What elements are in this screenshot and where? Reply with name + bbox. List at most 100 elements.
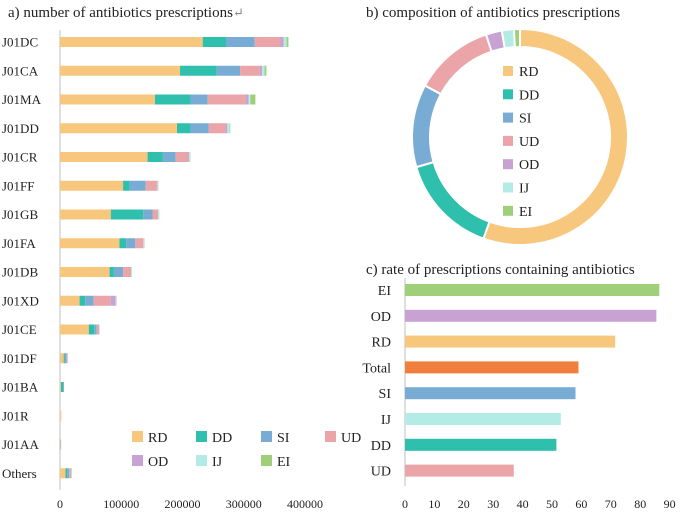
bar-j01cr-ud bbox=[175, 152, 189, 162]
bar-j01ce-dd bbox=[88, 324, 95, 335]
panel-a-x-tick: 200000 bbox=[165, 497, 201, 511]
bar-j01db-ij bbox=[131, 267, 132, 277]
bar-j01dd-od bbox=[225, 123, 228, 134]
panel-b: b) composition of antibiotics prescripti… bbox=[366, 5, 629, 246]
bar-j01fa-rd bbox=[60, 238, 120, 249]
donut-legend-swatch-si bbox=[503, 112, 513, 123]
panel-a-legend: RD DD SI UD OD IJ EI bbox=[132, 431, 361, 470]
panel-b-legend: RD DD SI UD OD IJ EI bbox=[503, 65, 539, 220]
bar-j01dd-rd bbox=[60, 123, 177, 134]
category-label-j01cr: J01CR bbox=[2, 150, 38, 165]
rate-category-label-total: Total bbox=[362, 361, 391, 376]
bar-j01ba-si bbox=[63, 382, 64, 392]
panel-c-title: c) rate of prescriptions containing anti… bbox=[366, 262, 635, 278]
legend-swatch-ij bbox=[196, 455, 207, 466]
bar-j01xd-si bbox=[85, 295, 94, 306]
legend-swatch-rd bbox=[132, 431, 143, 442]
panel-a-title-mark: ↵ bbox=[233, 5, 244, 20]
bar-j01ma-ud bbox=[207, 94, 246, 105]
bar-j01fa-dd bbox=[119, 238, 127, 249]
bar-j01dc-rd bbox=[60, 37, 203, 47]
donut-legend-label-ij: IJ bbox=[519, 182, 530, 197]
bar-j01db-dd bbox=[109, 267, 114, 277]
bar-j01dc-ud bbox=[254, 37, 281, 47]
donut-legend-label-si: SI bbox=[519, 112, 532, 127]
legend-label-od: OD bbox=[148, 455, 168, 470]
category-label-j01ff: J01FF bbox=[2, 178, 35, 193]
panel-c-x-tick: 50 bbox=[546, 497, 558, 511]
bar-j01gb-ud bbox=[152, 209, 158, 220]
bar-j01ff-si bbox=[129, 180, 146, 191]
panel-a-title: a) number of antibiotics prescriptions↵ bbox=[8, 5, 244, 21]
panel-c-x-tick: 10 bbox=[428, 497, 440, 511]
panel-a-x-tick: 100000 bbox=[103, 497, 139, 511]
rate-bar-od bbox=[405, 309, 657, 322]
rate-category-label-ei: EI bbox=[378, 284, 392, 299]
bar-j01ca-ud bbox=[240, 65, 260, 76]
bar-others-od bbox=[70, 468, 72, 479]
bar-j01gb-od bbox=[157, 209, 158, 220]
donut-legend-swatch-rd bbox=[503, 66, 513, 76]
bar-j01dc-dd bbox=[202, 37, 226, 47]
bar-j01gb-si bbox=[143, 209, 153, 220]
legend-swatch-od bbox=[132, 455, 143, 466]
bar-others-rd bbox=[60, 468, 66, 479]
panel-c-x-tick: 40 bbox=[517, 497, 529, 511]
bar-j01ce-rd bbox=[60, 324, 89, 335]
bar-j01df-rd bbox=[60, 353, 64, 364]
legend-swatch-ud bbox=[325, 431, 336, 442]
bar-j01ce-ud bbox=[96, 324, 100, 335]
bar-j01ca-ei bbox=[264, 65, 267, 76]
donut-legend-swatch-ei bbox=[503, 205, 513, 216]
bar-j01cr-rd bbox=[60, 152, 148, 162]
bar-j01ma-rd bbox=[60, 94, 155, 105]
donut-legend-label-dd: DD bbox=[519, 88, 539, 103]
bar-j01fa-ij bbox=[143, 238, 145, 249]
bar-j01dc-od bbox=[280, 37, 284, 47]
bar-j01gb-dd bbox=[110, 209, 144, 220]
donut-legend-swatch-od bbox=[503, 159, 513, 170]
legend-swatch-ei bbox=[261, 455, 272, 466]
bar-j01db-rd bbox=[60, 267, 110, 277]
category-label-others: Others bbox=[2, 466, 37, 481]
bar-j01xd-ij bbox=[115, 295, 117, 306]
bar-j01fa-ud bbox=[135, 238, 144, 249]
category-label-j01ca: J01CA bbox=[2, 63, 39, 78]
bar-j01ba-dd bbox=[60, 382, 64, 392]
bar-j01dd-si bbox=[190, 123, 209, 134]
panel-a: a) number of antibiotics prescriptions↵ … bbox=[2, 5, 361, 511]
category-label-j01ba: J01BA bbox=[2, 380, 39, 395]
panel-c-x-tick: 60 bbox=[575, 497, 587, 511]
rate-category-label-si: SI bbox=[379, 387, 392, 402]
donut-legend-label-rd: RD bbox=[519, 65, 538, 80]
bar-others-dd bbox=[65, 468, 68, 479]
category-label-j01xd: J01XD bbox=[2, 293, 39, 308]
legend-swatch-si bbox=[261, 431, 272, 442]
donut-slice-si bbox=[411, 84, 443, 169]
bar-j01ca-ij bbox=[262, 65, 265, 76]
category-label-j01ma: J01MA bbox=[2, 92, 42, 107]
rate-bar-total bbox=[405, 361, 579, 374]
bar-j01dd-dd bbox=[176, 123, 191, 134]
donut-legend-swatch-ij bbox=[503, 182, 513, 193]
legend-label-rd: RD bbox=[148, 431, 167, 446]
category-label-j01db: J01DB bbox=[2, 265, 38, 280]
donut-slice-dd bbox=[415, 160, 491, 240]
panel-a-x-tick: 400000 bbox=[287, 497, 323, 511]
bar-j01gb-rd bbox=[60, 209, 111, 220]
rate-bar-ud bbox=[405, 464, 514, 477]
bar-j01df-dd bbox=[63, 353, 65, 364]
category-label-j01aa: J01AA bbox=[2, 437, 39, 452]
bar-j01ca-si bbox=[216, 65, 241, 76]
bar-j01ma-dd bbox=[154, 94, 191, 105]
bar-j01gb-ij bbox=[158, 209, 159, 220]
category-label-j01gb: J01GB bbox=[2, 207, 38, 222]
rate-category-label-ij: IJ bbox=[381, 413, 392, 428]
bar-j01ma-ij bbox=[248, 94, 251, 105]
bar-j01ca-dd bbox=[180, 65, 217, 76]
bar-j01r-rd bbox=[60, 410, 61, 421]
legend-swatch-dd bbox=[196, 431, 207, 442]
donut-slice-ud bbox=[423, 33, 493, 96]
bar-j01df-ud bbox=[66, 353, 68, 364]
donut-slice-ei bbox=[512, 27, 521, 49]
